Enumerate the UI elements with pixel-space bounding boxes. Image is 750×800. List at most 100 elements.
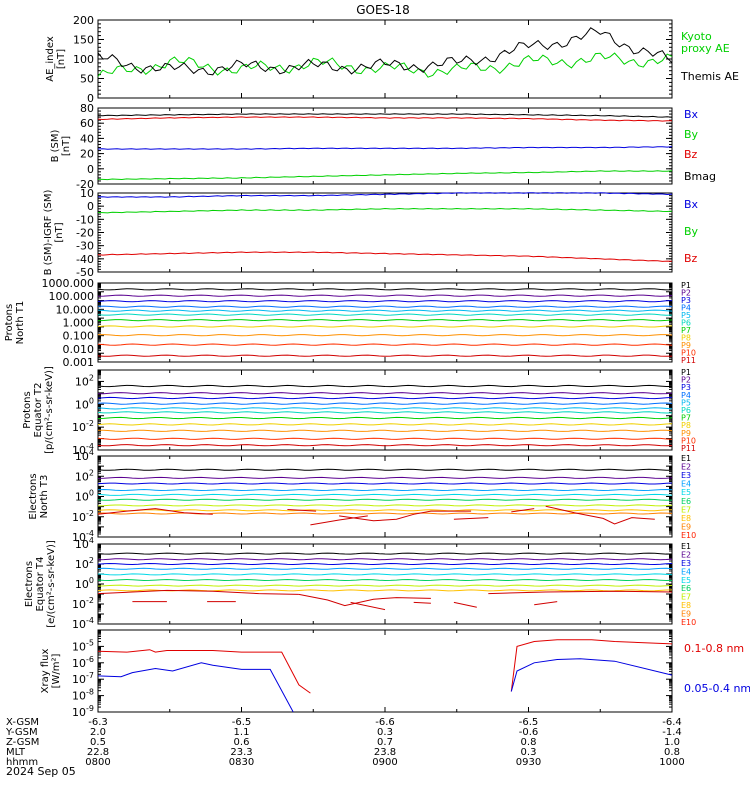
panel-3-frame (97, 282, 673, 363)
tick-exponent: 2 (89, 373, 94, 382)
panel-6-legend-label: E7 (681, 593, 691, 602)
panel-5-sparse-series (97, 508, 213, 515)
panel-6-sparse-series (350, 601, 386, 611)
panel-3-ytick-label: 0.001 (63, 356, 95, 369)
panel-7-ylabel: Xray flux (40, 649, 51, 694)
panel-3-legend-label: P9 (681, 341, 691, 350)
panel-3-legend-label: P4 (681, 304, 691, 313)
panel-1-ytick-label: -20 (76, 178, 94, 191)
panel-0-ytick-label: 150 (73, 34, 94, 47)
tick-exponent: -4 (86, 442, 94, 451)
panel-6-series-line (97, 552, 673, 555)
panel-7-ylabel: [W/m²] (51, 653, 62, 688)
panel-6-series-line (97, 567, 673, 570)
tick-exponent: 0 (89, 576, 94, 585)
tick-exponent: -2 (86, 596, 94, 605)
panel-2-series-line (97, 192, 673, 198)
panel-3-ytick-label: 0.010 (63, 343, 95, 356)
panel-4-ytick-label: 100 (75, 396, 94, 411)
panel-4-series-line (97, 437, 673, 440)
panel-6-legend-label: E6 (681, 584, 691, 593)
panel-2-ytick-label: -10 (76, 213, 94, 226)
panel-3-legend-label: P10 (681, 349, 696, 358)
panel-5-sparse-series (287, 509, 317, 512)
panel-2-ytick-label: -50 (76, 266, 94, 279)
panel-4-series-line (97, 402, 673, 405)
panel-6-ylabel: Electrons (24, 561, 35, 607)
x-axis-row-value: 0.5 (90, 737, 106, 748)
panel-3-ylabel: Protons (4, 304, 15, 341)
x-axis-row-value: -6.5 (519, 717, 539, 728)
panel-1-ytick-label: 60 (80, 117, 94, 130)
panel-5-sparse-series (453, 517, 489, 520)
panel-3-ytick-label: 1.000 (63, 317, 95, 330)
panel-2-legend-label: Bx (684, 198, 699, 211)
panel-0-legend-label: Kyoto (681, 30, 712, 43)
panel-6-legend-label: E5 (681, 576, 691, 585)
tick-exponent: -4 (86, 616, 94, 625)
panel-0-frame (97, 19, 673, 99)
x-axis-row-value: 0.3 (377, 727, 393, 738)
panel-2-ytick-label: -30 (76, 240, 94, 253)
panel-4-legend-label: P9 (681, 429, 691, 438)
panel-5-legend-label: E10 (681, 531, 696, 540)
panel-1-ytick-label: 80 (80, 102, 94, 115)
chart-title: GOES-18 (356, 3, 410, 17)
panel-4-frame (97, 369, 673, 451)
panel-5-series-line (97, 476, 673, 479)
x-axis-row-value: -6.4 (662, 717, 682, 728)
panel-4-legend-label: P7 (681, 414, 691, 423)
panel-1-ytick-label: 40 (80, 132, 94, 145)
panel-3-series-line (97, 354, 673, 357)
panel-6-ytick-label: 10-2 (72, 596, 94, 611)
panel-7-ytick-label: 10-8 (72, 688, 94, 703)
panel-7-series-line (510, 639, 673, 692)
panel-4-series-line (97, 384, 672, 388)
panel-0-ylabel: AE_index (45, 36, 56, 82)
panel-2-ytick-label: -40 (76, 253, 94, 266)
panel-3-series-line (97, 305, 673, 308)
panel-4-legend-label: P10 (681, 436, 696, 445)
panel-0-series-line (97, 27, 673, 76)
x-axis-row-value: 1.1 (234, 727, 250, 738)
panel-6-legend-label: E4 (681, 567, 691, 576)
panel-6-sparse-series (97, 589, 299, 595)
x-axis-row-value: 23.8 (374, 747, 396, 758)
panel-3-ylabel: North T1 (15, 301, 26, 345)
panel-1-legend-label: By (684, 128, 699, 141)
panel-1-series-line (97, 113, 673, 118)
panel-5-ytick-label: 104 (75, 448, 94, 463)
tick-exponent: -2 (86, 509, 94, 518)
panel-5-legend-label: E5 (681, 488, 691, 497)
panel-2-legend-label: Bz (684, 252, 698, 265)
panel-3-legend-label: P7 (681, 326, 691, 335)
x-axis-row-value: 0.8 (664, 747, 680, 758)
x-axis-row-value: 0.8 (521, 737, 537, 748)
panel-3-legend-label: P11 (681, 356, 696, 365)
panel-2-ytick-label: -20 (76, 227, 94, 240)
panel-2-series-line (97, 251, 673, 262)
panel-3-legend-label: P8 (681, 334, 691, 343)
panel-6-sparse-series (534, 601, 558, 606)
panel-0-ylabel: [nT] (56, 49, 67, 69)
panel-5-ylabel: Electrons (28, 473, 39, 519)
panel-4-legend-label: P2 (681, 376, 691, 385)
panel-7-ytick-label: 10-6 (72, 655, 94, 670)
tick-exponent: 4 (89, 536, 94, 545)
panel-5-ytick-label: 10-2 (72, 509, 94, 524)
panel-4-legend-label: P1 (681, 368, 691, 377)
panel-4-legend-label: P11 (681, 444, 696, 453)
x-axis-row-label: hhmm (6, 757, 38, 768)
x-axis-row-value: -6.3 (88, 717, 108, 728)
x-axis-row-value: 1000 (659, 757, 684, 768)
panel-4-ytick-label: 102 (75, 373, 94, 388)
panel-6-legend-label: E8 (681, 601, 691, 610)
x-axis-row-label: X-GSM (6, 717, 39, 728)
panel-3-series-line (97, 300, 673, 303)
panel-5-ylabel: North T3 (39, 475, 50, 519)
panel-2-series-line (97, 207, 673, 214)
panel-4-legend-label: P3 (681, 383, 691, 392)
panel-7-frame (97, 629, 673, 713)
panel-5-legend-label: E6 (681, 497, 691, 506)
